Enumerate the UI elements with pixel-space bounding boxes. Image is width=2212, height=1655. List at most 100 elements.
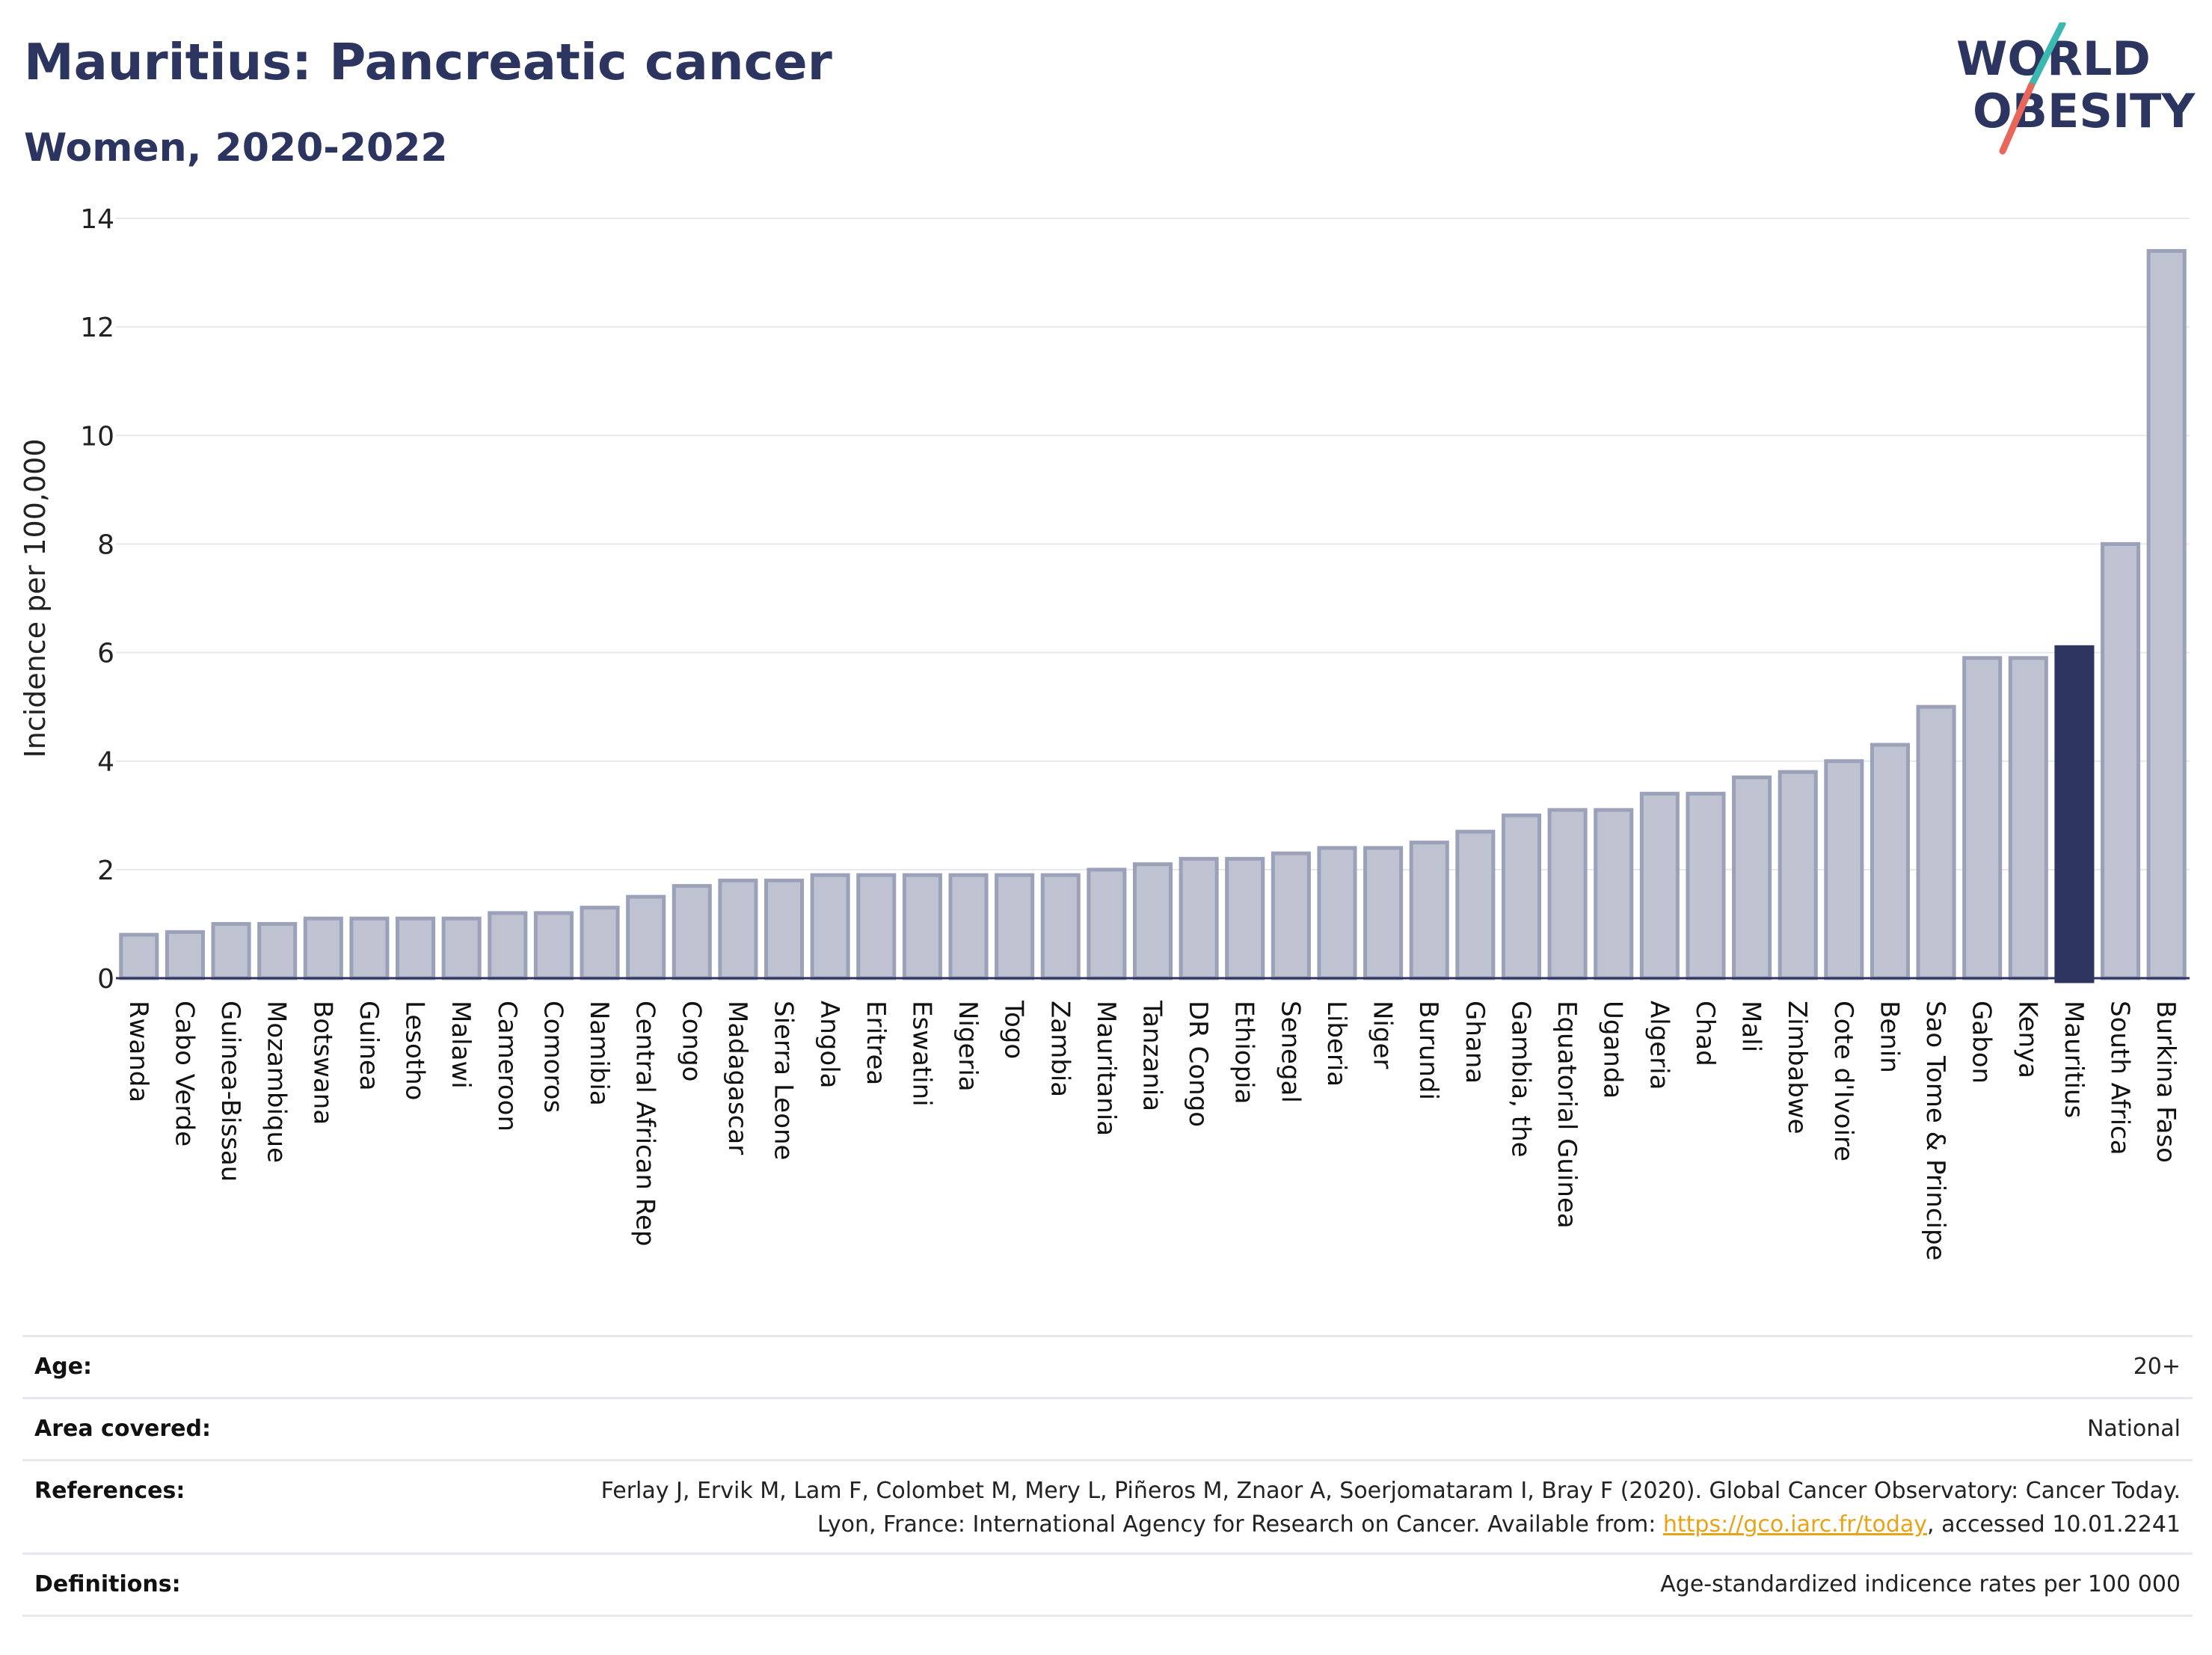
bar-malawi[interactable] <box>441 916 482 980</box>
bar-cabo-verde[interactable] <box>165 930 205 980</box>
meta-row-definitions: Definitions: Age-standardized indicence … <box>22 1553 2193 1615</box>
bar-cameroon[interactable] <box>488 911 528 980</box>
bar-benin[interactable] <box>1870 743 1910 980</box>
bar-guinea-bissau[interactable] <box>211 921 251 980</box>
bar-burundi[interactable] <box>1409 841 1449 980</box>
x-tick-label: Namibia <box>584 1001 614 1106</box>
bar-algeria[interactable] <box>1639 791 1680 980</box>
bar-south-africa[interactable] <box>2101 541 2141 980</box>
x-tick-label: Gambia, the <box>1505 1001 1535 1158</box>
bar-central-african-rep[interactable] <box>626 894 666 980</box>
bar-gabon[interactable] <box>1962 656 2003 980</box>
x-tick-label: Congo <box>676 1001 706 1081</box>
reference-link[interactable]: https://gco.iarc.fr/today <box>1662 1511 1928 1538</box>
meta-label-age: Age: <box>34 1354 93 1380</box>
x-tick-label: Uganda <box>1598 1001 1628 1099</box>
meta-value-area: National <box>2086 1416 2181 1442</box>
bar-chad[interactable] <box>1686 791 1726 980</box>
reference-text-end: , accessed 10.01.2241 <box>1927 1511 2181 1538</box>
bar-uganda[interactable] <box>1594 808 1634 980</box>
bar-togo[interactable] <box>995 873 1035 980</box>
bar-mauritania[interactable] <box>1087 868 1127 980</box>
bar-madagascar[interactable] <box>718 878 758 980</box>
logo-slash-red <box>1999 82 2035 155</box>
meta-value-references: Ferlay J, Ervik M, Lam F, Colombet M, Me… <box>565 1474 2181 1541</box>
x-tick-label: Kenya <box>2012 1001 2042 1078</box>
bar-eswatini[interactable] <box>902 873 942 980</box>
meta-row-area: Area covered: National <box>22 1397 2193 1459</box>
bar-burkina-faso[interactable] <box>2146 249 2187 980</box>
y-tick-label: 0 <box>97 964 114 995</box>
x-tick-label: Togo <box>999 1000 1029 1059</box>
bar-dr-congo[interactable] <box>1179 856 1219 980</box>
x-tick-label: Zambia <box>1045 1001 1075 1097</box>
bar-mali[interactable] <box>1732 775 1772 980</box>
x-tick-label: Chad <box>1690 1001 1720 1066</box>
bar-namibia[interactable] <box>580 906 620 980</box>
x-tick-label: Comoros <box>538 1001 568 1113</box>
x-tick-label: Angola <box>814 1001 844 1088</box>
x-tick-label: Guinea <box>354 1001 384 1091</box>
meta-value-age: 20+ <box>2133 1354 2181 1380</box>
x-tick-label: Rwanda <box>123 1001 153 1102</box>
bar-lesotho[interactable] <box>396 916 436 980</box>
bar-guinea[interactable] <box>349 916 390 980</box>
bar-mauritius[interactable] <box>2054 645 2095 983</box>
bar-senegal[interactable] <box>1271 851 1311 980</box>
bar-eritrea[interactable] <box>856 873 897 980</box>
x-tick-label: Sao Tome & Principe <box>1920 1001 1950 1261</box>
bar-rwanda[interactable] <box>119 933 159 980</box>
bar-niger[interactable] <box>1363 846 1404 980</box>
x-tick-label: Gabon <box>1967 1001 1997 1084</box>
bar-ethiopia[interactable] <box>1225 856 1265 980</box>
bar-zambia[interactable] <box>1040 873 1081 980</box>
bar-congo[interactable] <box>672 884 712 980</box>
y-axis-label: Incidence per 100,000 <box>19 438 52 758</box>
x-tick-label: Sierra Leone <box>769 1001 799 1160</box>
meta-row-age: Age: 20+ <box>22 1335 2193 1397</box>
x-tick-label: Mauritania <box>1091 1001 1121 1136</box>
y-tick-label: 14 <box>80 204 114 235</box>
bar-chart: 0 2 4 6 8 10 12 14 Rwanda Cabo Verde Guinea-Bissa… <box>19 204 2190 1261</box>
bar-nigeria[interactable] <box>948 873 989 980</box>
x-tick-label: Ethiopia <box>1229 1001 1259 1104</box>
meta-label-references: References: <box>34 1478 185 1504</box>
bar-comoros[interactable] <box>533 911 574 980</box>
meta-label-area: Area covered: <box>34 1416 211 1442</box>
metadata-table: Age: 20+ Area covered: National Referenc… <box>22 1335 2193 1617</box>
bar-liberia[interactable] <box>1317 846 1357 980</box>
bar-ghana[interactable] <box>1455 829 1496 980</box>
bar-tanzania[interactable] <box>1132 862 1173 980</box>
x-tick-label: Burundi <box>1413 1001 1443 1100</box>
x-tick-label: Cabo Verde <box>169 1001 199 1146</box>
x-tick-label: Mali <box>1736 1001 1766 1052</box>
meta-label-definitions: Definitions: <box>34 1571 181 1597</box>
x-tick-label: Guinea-Bissau <box>215 1001 245 1182</box>
y-tick-label: 12 <box>80 313 114 343</box>
x-tick-label: Eswatini <box>906 1001 936 1107</box>
x-tick-label: Nigeria <box>953 1001 983 1092</box>
bar-mozambique[interactable] <box>257 921 298 980</box>
bar-angola[interactable] <box>810 873 850 980</box>
x-tick-label: Burkina Faso <box>2151 1001 2181 1163</box>
bar-sierra-leone[interactable] <box>764 878 805 980</box>
x-axis-labels: Rwanda Cabo Verde Guinea-Bissau Mozambique B… <box>123 1000 2181 1261</box>
bar-equatorial-guinea[interactable] <box>1547 808 1588 980</box>
chart-title: Mauritius: Pancreatic cancer <box>24 33 832 91</box>
bar-botswana[interactable] <box>303 916 343 980</box>
x-tick-label: Senegal <box>1275 1001 1305 1103</box>
x-tick-label: Botswana <box>307 1001 337 1125</box>
bar-gambia-the[interactable] <box>1501 813 1542 980</box>
x-tick-label: Cameroon <box>492 1001 522 1132</box>
y-tick-label: 10 <box>80 421 114 452</box>
x-tick-label: Mauritius <box>2059 1001 2089 1118</box>
y-tick-label: 8 <box>97 529 114 560</box>
y-tick-label: 6 <box>97 639 114 669</box>
bar-cote-d-ivoire[interactable] <box>1824 759 1864 980</box>
meta-row-references: References: Ferlay J, Ervik M, Lam F, Co… <box>22 1459 2193 1553</box>
bar-zimbabwe[interactable] <box>1778 770 1818 980</box>
y-tick-label: 2 <box>97 856 114 886</box>
bar-sao-tome-principe[interactable] <box>1916 704 1956 980</box>
x-tick-label: Benin <box>1874 1001 1904 1073</box>
bar-kenya[interactable] <box>2008 656 2048 980</box>
